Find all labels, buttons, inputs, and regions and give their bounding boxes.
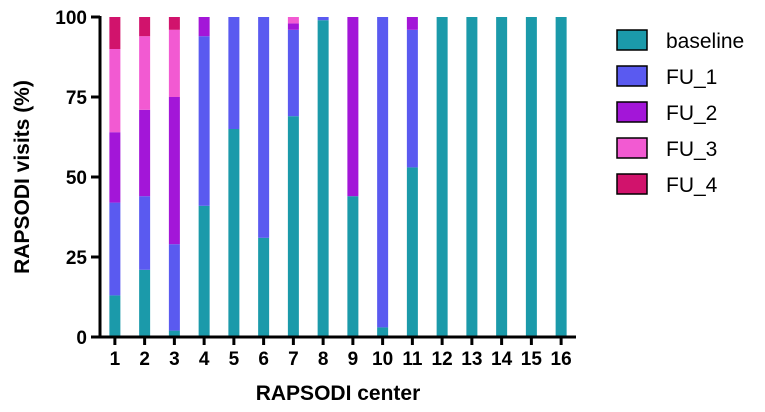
bar-segment-fu_1-center-7 (287, 29, 299, 117)
legend-swatch-fu_1 (616, 65, 648, 87)
bar-segment-baseline-center-2 (139, 269, 151, 337)
bar-segment-baseline-center-12 (436, 17, 448, 337)
x-tick-label: 11 (402, 349, 423, 370)
bar-segment-baseline-center-8 (317, 20, 329, 337)
legend-swatch-fu_3 (616, 137, 648, 159)
y-tick-label: 25 (66, 248, 88, 269)
bar-segment-fu_1-center-5 (228, 17, 240, 129)
bar-segment-baseline-center-1 (109, 295, 121, 337)
bar-segment-fu_1-center-2 (139, 196, 151, 270)
bar-segment-fu_1-center-1 (109, 202, 121, 296)
bar-segment-fu_1-center-10 (377, 17, 389, 328)
bar-segment-fu_1-center-8 (317, 17, 329, 21)
bar-segment-baseline-center-15 (525, 17, 537, 337)
legend-label-baseline: baseline (666, 30, 744, 53)
x-tick-label: 9 (348, 349, 359, 370)
bar-segment-baseline-center-9 (347, 196, 359, 337)
legend-label-fu_2: FU_2 (666, 102, 717, 125)
bar-segment-fu_4-center-2 (139, 17, 151, 37)
x-tick-label: 5 (229, 349, 240, 370)
x-tick-label: 14 (491, 349, 513, 370)
x-tick-label: 2 (139, 349, 150, 370)
bar-segment-fu_2-center-1 (109, 132, 121, 203)
y-tick-label: 100 (55, 8, 87, 29)
bar-segment-fu_3-center-1 (109, 49, 121, 133)
legend-swatch-fu_4 (616, 173, 648, 195)
bar-segment-fu_2-center-9 (347, 17, 359, 197)
y-tick-label: 0 (76, 328, 87, 349)
legend-label-fu_1: FU_1 (666, 66, 717, 89)
bar-segment-baseline-center-7 (287, 116, 299, 337)
y-tick-label: 50 (66, 168, 87, 189)
x-tick-label: 8 (318, 349, 329, 370)
x-tick-label: 3 (169, 349, 180, 370)
bar-segment-fu_1-center-4 (198, 36, 210, 206)
bar-segment-fu_3-center-7 (287, 17, 299, 24)
bar-segment-baseline-center-14 (496, 17, 508, 337)
x-tick-label: 12 (432, 349, 453, 370)
x-tick-label: 6 (258, 349, 269, 370)
legend-label-fu_4: FU_4 (666, 174, 718, 197)
legend-swatch-fu_2 (616, 101, 648, 123)
legend-label-fu_3: FU_3 (666, 138, 717, 161)
bar-segment-fu_2-center-2 (139, 109, 151, 197)
x-tick-label: 1 (110, 349, 121, 370)
bar-segment-baseline-center-11 (406, 167, 418, 337)
bar-segment-fu_2-center-7 (287, 23, 299, 30)
x-tick-label: 13 (461, 349, 482, 370)
bar-segment-fu_1-center-11 (406, 29, 418, 168)
bar-segment-baseline-center-3 (168, 330, 180, 337)
bar-segment-fu_1-center-3 (168, 244, 180, 331)
bar-segment-fu_4-center-1 (109, 17, 121, 49)
bar-segment-fu_2-center-4 (198, 17, 210, 37)
y-axis-title: RAPSODI visits (%) (11, 80, 34, 274)
bar-segment-baseline-center-5 (228, 129, 240, 337)
bar-segment-fu_2-center-3 (168, 97, 180, 245)
y-tick-label: 75 (66, 88, 88, 109)
bar-segment-fu_3-center-3 (168, 29, 180, 97)
x-tick-label: 10 (372, 349, 393, 370)
legend: baseline FU_1 FU_2 FU_3 FU_4 (616, 29, 744, 197)
bar-segment-fu_4-center-3 (168, 17, 180, 30)
x-tick-label: 16 (551, 349, 572, 370)
legend-swatch-baseline (616, 29, 648, 51)
bar-segment-baseline-center-4 (198, 205, 210, 337)
bar-segment-baseline-center-10 (377, 327, 389, 337)
bar-segment-baseline-center-6 (258, 237, 270, 337)
bars-layer (109, 17, 567, 337)
bar-segment-baseline-center-13 (466, 17, 478, 337)
bar-segment-fu_3-center-2 (139, 36, 151, 110)
x-tick-label: 15 (521, 349, 543, 370)
bar-segment-fu_2-center-11 (406, 17, 418, 30)
bar-segment-fu_1-center-6 (258, 17, 270, 238)
x-axis-title: RAPSODI center (256, 382, 421, 405)
x-tick-label: 4 (199, 349, 210, 370)
x-tick-label: 7 (288, 349, 299, 370)
bar-segment-baseline-center-16 (555, 17, 567, 337)
